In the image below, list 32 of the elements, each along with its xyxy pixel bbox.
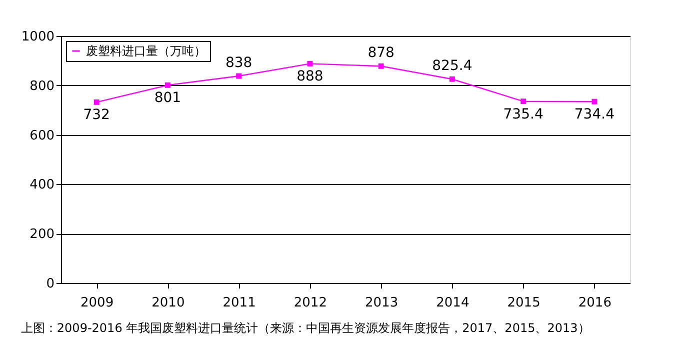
point [236,73,242,79]
point [307,60,313,66]
data-label: 801 [154,90,182,106]
point [94,99,100,105]
data-label: 735.4 [503,106,544,122]
x-tick-label: 2016 [578,296,612,310]
point [378,63,384,69]
data-label: 825.4 [432,58,472,74]
y-tick-label: 800 [30,78,54,94]
data-label: 838 [225,55,252,72]
x-tick-label: 2014 [436,296,470,310]
text: 上图：2009-2016 年我国废塑料进口量统计（来源：中国再生资源发展年度报告，2017、2015、2013） [20,321,590,335]
x-tick-label: 2010 [152,296,185,310]
legend-label: 废塑料进口量（万吨） [86,44,206,58]
point [592,98,598,104]
data-label: 878 [368,45,394,62]
x-tick-label: 2012 [294,296,327,310]
point [164,82,170,88]
y-tick-label: 1000 [21,30,54,44]
y-tick-label: 600 [30,128,54,144]
x-tick-label: 2011 [222,296,256,310]
data-label: 732 [83,107,110,124]
y-tick-label: 400 [30,178,54,193]
x-tick-label: 2013 [365,296,398,310]
data-label: 734.4 [574,106,615,123]
point [449,76,455,82]
x-tick-label: 2009 [80,296,114,310]
data-label: 888 [296,68,324,85]
y-tick-label: 200 [30,227,54,242]
y-tick-label: 0 [46,276,54,292]
x-tick-label: 2015 [507,296,540,310]
point [520,98,526,104]
